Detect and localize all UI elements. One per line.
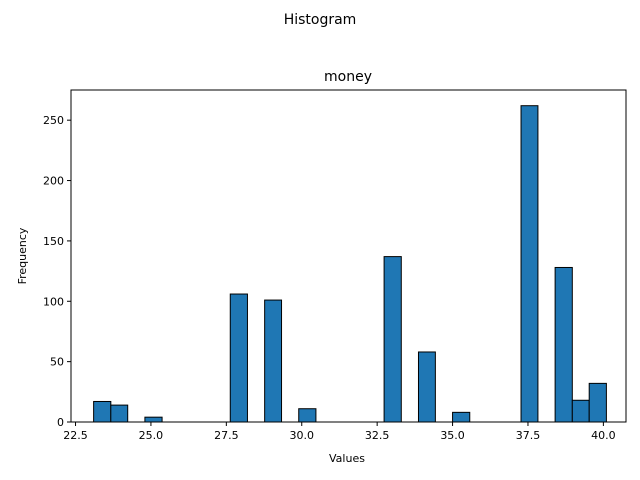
histogram-bar-7 xyxy=(417,351,436,423)
y-axis-label: Frequency xyxy=(16,227,29,284)
histogram-bar-10 xyxy=(554,266,573,423)
histogram-bar-5 xyxy=(298,408,317,423)
x-tick-label-7: 40.0 xyxy=(591,429,616,442)
histogram-bar-8 xyxy=(452,411,471,423)
y-tick-label-4: 200 xyxy=(43,175,64,188)
x-axis-label: Values xyxy=(329,452,365,465)
y-tick-label-5: 250 xyxy=(43,114,64,127)
plot-frame xyxy=(70,89,627,423)
y-tick-label-1: 50 xyxy=(50,356,64,369)
x-tick-label-2: 27.5 xyxy=(214,429,239,442)
histogram-bar-2 xyxy=(144,416,163,423)
y-axis-ticks: 0 50 100 150 200 250 xyxy=(43,114,71,429)
histogram-bars xyxy=(93,105,607,423)
histogram-bar-1 xyxy=(110,404,129,423)
x-tick-label-6: 37.5 xyxy=(516,429,541,442)
histogram-bar-0 xyxy=(93,400,112,423)
histogram-bar-4 xyxy=(264,299,283,423)
figure-suptitle: Histogram xyxy=(284,12,357,28)
axes-title: money xyxy=(324,69,372,85)
x-tick-label-0: 22.5 xyxy=(63,429,88,442)
histogram-bar-3 xyxy=(229,293,248,423)
x-tick-label-4: 32.5 xyxy=(365,429,390,442)
x-tick-label-5: 35.0 xyxy=(440,429,465,442)
y-tick-label-0: 0 xyxy=(57,416,64,429)
y-tick-label-2: 100 xyxy=(43,295,64,308)
x-tick-label-1: 25.0 xyxy=(139,429,164,442)
histogram-bar-6 xyxy=(383,256,402,423)
x-axis-ticks: 22.5 25.0 27.5 30.0 32.5 35.0 37.5 40.0 xyxy=(63,422,616,442)
y-tick-label-3: 150 xyxy=(43,235,64,248)
x-tick-label-3: 30.0 xyxy=(289,429,314,442)
histogram-bar-9 xyxy=(520,105,539,423)
histogram-bar-11 xyxy=(571,399,590,423)
histogram-bar-12 xyxy=(588,382,607,423)
